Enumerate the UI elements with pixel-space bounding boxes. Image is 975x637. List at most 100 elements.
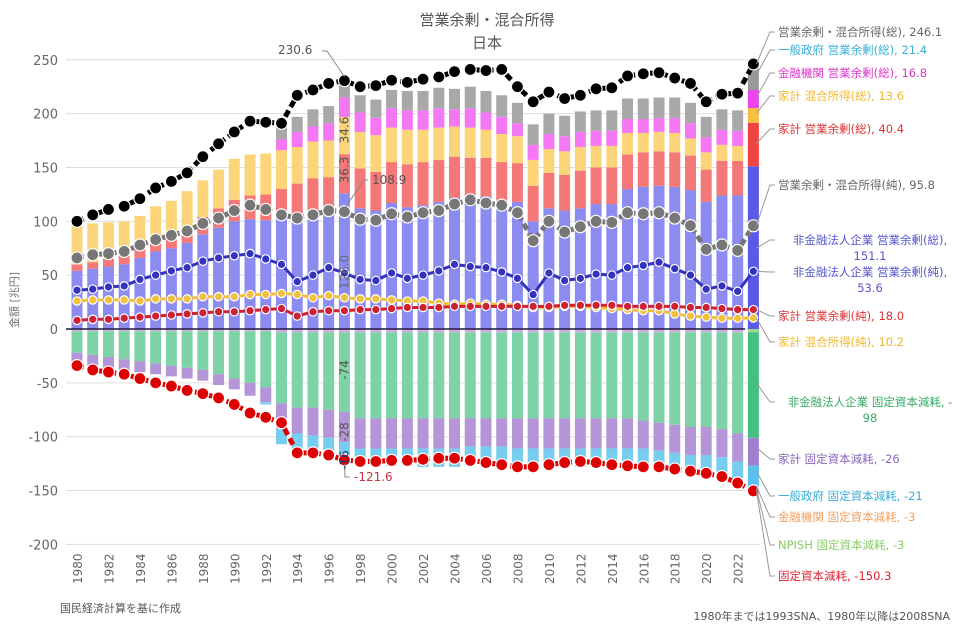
bar-segment (354, 112, 366, 132)
bar-segment (622, 329, 634, 333)
bar-segment (527, 124, 539, 145)
data-point (544, 301, 554, 312)
data-point (638, 301, 649, 312)
data-point (559, 300, 570, 311)
data-point (447, 451, 462, 465)
bar-segment (511, 102, 523, 124)
bar-segment (323, 329, 335, 333)
bar-segment (637, 186, 649, 329)
bar-segment (684, 123, 696, 139)
bar-segment (354, 95, 366, 113)
data-point (558, 455, 572, 470)
data-point (198, 256, 208, 266)
data-point (620, 206, 635, 220)
data-point (276, 303, 287, 314)
bar-segment (291, 222, 303, 329)
legend-label: 非金融法人企業 営業余剰(総), (793, 233, 947, 247)
bar-segment (496, 95, 508, 117)
data-point (337, 74, 352, 88)
data-point (385, 453, 399, 467)
bar-segment (87, 329, 99, 332)
data-point (308, 306, 318, 317)
bar-segment (622, 98, 634, 119)
bar-segment (606, 130, 618, 146)
bar-segment (653, 329, 665, 333)
legend-leader (756, 309, 775, 317)
bar-segment (653, 117, 665, 132)
data-point (245, 248, 255, 259)
bar-segment (354, 208, 366, 329)
segment-label: -28 (337, 422, 351, 442)
legend-label: NPISH 固定資本減耗, -3 (778, 538, 904, 552)
bar-segment (417, 205, 429, 329)
data-point (166, 266, 177, 276)
bar-segment (637, 132, 649, 153)
annotation-label: 230.6 (278, 43, 312, 57)
bar-segment (543, 332, 555, 419)
data-point (117, 244, 131, 259)
data-point (605, 215, 619, 229)
bar-segment (150, 329, 162, 332)
data-point (355, 304, 365, 315)
data-point (449, 301, 460, 312)
bar-segment (323, 106, 335, 124)
bar-segment (102, 357, 114, 368)
bar-segment (102, 258, 114, 267)
data-point (575, 273, 586, 284)
x-tick-label: 1998 (354, 553, 368, 584)
data-point (369, 454, 383, 469)
bar-segment (401, 129, 413, 165)
data-point (353, 454, 367, 469)
data-point (150, 270, 161, 280)
data-point (103, 314, 114, 325)
bar-segment (543, 172, 555, 209)
bar-segment (71, 264, 83, 271)
bar-segment (386, 329, 398, 333)
x-tick-label: 2012 (574, 553, 588, 584)
data-point (542, 458, 556, 472)
bar-segment (622, 132, 634, 155)
data-point (479, 455, 493, 470)
bar-segment (228, 378, 240, 390)
data-point (245, 305, 255, 316)
bar-segment (590, 329, 602, 333)
bar-segment (118, 255, 130, 265)
data-point (449, 259, 460, 270)
x-tick-label: 1984 (134, 553, 148, 584)
bar-segment (732, 433, 744, 462)
bar-segment (87, 331, 99, 355)
bar-segment (669, 424, 681, 453)
legend-leader (755, 490, 775, 577)
bar-segment (417, 110, 429, 130)
data-point (227, 125, 241, 139)
data-point (180, 224, 194, 238)
x-tick-label: 2010 (543, 553, 557, 584)
bar-segment (747, 90, 759, 109)
bar-segment (417, 90, 429, 111)
bar-segment (684, 155, 696, 191)
bar-segment (386, 127, 398, 163)
bar-segment (622, 118, 634, 133)
bar-segment (433, 127, 445, 160)
bar-segment (464, 157, 476, 199)
data-point (620, 459, 635, 473)
legend-leader (755, 382, 775, 403)
bar-segment (338, 116, 350, 155)
data-point (591, 269, 601, 279)
data-point (260, 289, 271, 300)
data-point (559, 275, 570, 286)
bar-segment (527, 418, 539, 449)
y-tick-label: 150 (33, 161, 58, 176)
data-point (213, 306, 224, 317)
bar-segment (102, 331, 114, 358)
bar-segment (165, 329, 177, 332)
data-point (306, 446, 320, 460)
data-point (495, 62, 509, 77)
bar-segment (700, 169, 712, 202)
bar-segment (669, 152, 681, 187)
bar-segment (527, 185, 539, 222)
y-tick-label: -100 (28, 431, 58, 446)
data-point (668, 71, 682, 85)
bar-segment (275, 124, 287, 140)
bar-segment (449, 418, 461, 449)
